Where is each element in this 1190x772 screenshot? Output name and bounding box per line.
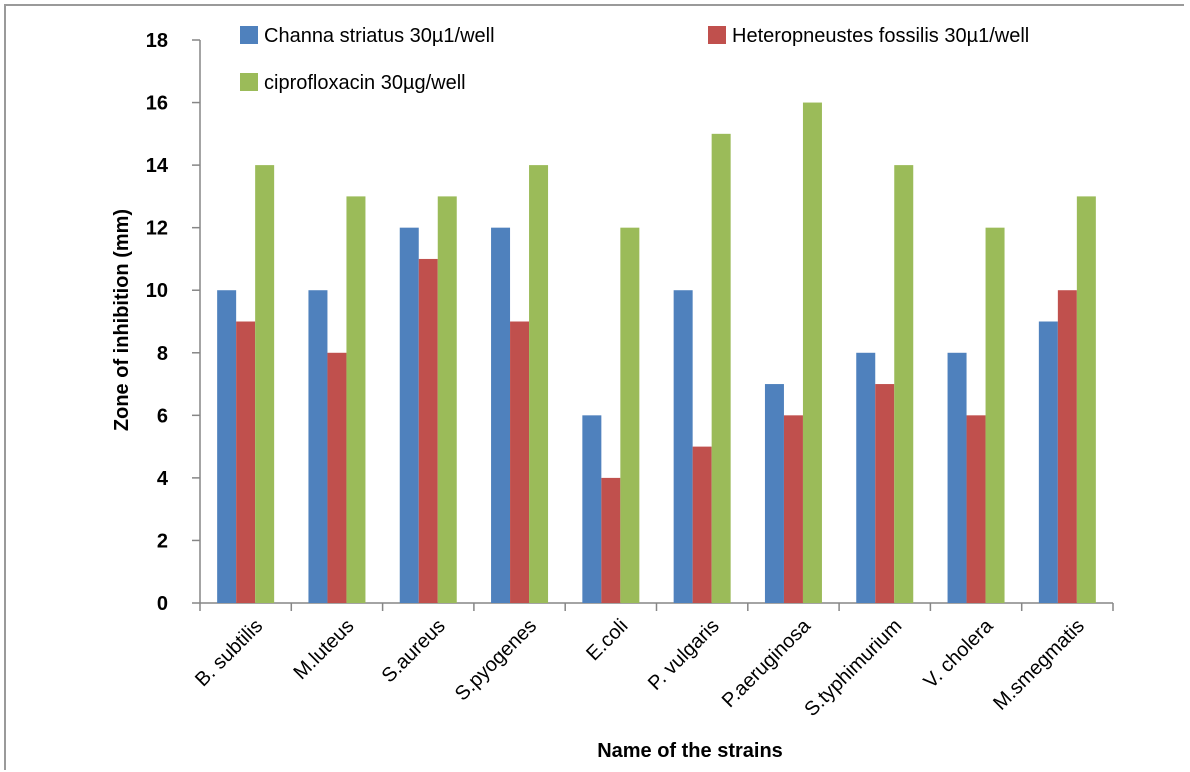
bar <box>346 196 366 603</box>
bar <box>418 258 438 603</box>
x-tick-label: B. subtilis <box>191 615 267 691</box>
x-tick-label: P. vulgaris <box>644 615 724 695</box>
y-tick-label: 12 <box>146 218 168 240</box>
bar <box>711 133 731 604</box>
y-tick-label: 6 <box>157 405 168 427</box>
bar <box>510 321 530 603</box>
x-tick-label: M.smegmatis <box>989 615 1089 715</box>
bar <box>308 290 328 603</box>
x-tick-label: S.typhimurium <box>800 615 906 721</box>
x-axis-title: Name of the strains <box>597 740 783 762</box>
bar <box>327 352 347 603</box>
legend: Channa striatus 30µ1/well Heteropneustes … <box>240 25 1029 94</box>
bar <box>437 196 457 603</box>
bar <box>491 227 511 603</box>
x-tick-label: S.aureus <box>378 615 450 687</box>
x-tick-label: S.pyogenes <box>451 615 541 705</box>
y-tick-label: 8 <box>157 343 168 365</box>
bar <box>217 290 237 603</box>
bar <box>783 415 803 603</box>
legend-label: ciprofloxacin 30µg/well <box>264 72 466 94</box>
y-tick-label: 2 <box>157 530 168 552</box>
y-tick-label: 16 <box>146 93 168 115</box>
x-tick-label: V. cholera <box>920 614 999 693</box>
bar <box>985 227 1005 603</box>
legend-swatch <box>240 26 258 44</box>
bar <box>601 477 621 603</box>
y-tick-label: 0 <box>157 593 168 615</box>
bar <box>1038 321 1058 603</box>
bar <box>673 290 693 603</box>
y-tick-label: 10 <box>146 280 168 302</box>
legend-swatch <box>240 73 258 91</box>
bar <box>802 102 822 604</box>
bar <box>947 352 967 603</box>
x-tick-label: M.luteus <box>289 615 358 684</box>
bar <box>1057 290 1077 603</box>
bar <box>1076 196 1096 603</box>
legend-label: Channa striatus 30µ1/well <box>264 25 495 47</box>
bar <box>856 352 876 603</box>
bar <box>966 415 986 603</box>
bar <box>620 227 640 603</box>
legend-label: Heteropneustes fossilis 30µ1/well <box>732 25 1029 47</box>
bar <box>399 227 419 603</box>
bar <box>692 446 712 603</box>
bar <box>255 165 275 603</box>
bar <box>894 165 914 603</box>
bar <box>582 415 602 603</box>
plot-area: 0 2 4 6 8 10 12 14 16 18 B. subtilis M.luteus S.aure… <box>146 30 1114 721</box>
bar <box>236 321 256 603</box>
chart-frame <box>4 4 1184 770</box>
y-tick-label: 18 <box>146 30 168 52</box>
legend-swatch <box>708 26 726 44</box>
y-tick-label: 14 <box>146 155 169 177</box>
bar <box>875 384 895 603</box>
x-tick-label: P.aeruginosa <box>718 614 816 712</box>
x-tick-label: E.coli <box>582 615 632 665</box>
bar <box>529 165 549 603</box>
y-tick-label: 4 <box>157 468 169 490</box>
y-axis-title: Zone of inhibition (mm) <box>111 209 133 431</box>
bar <box>764 384 784 603</box>
